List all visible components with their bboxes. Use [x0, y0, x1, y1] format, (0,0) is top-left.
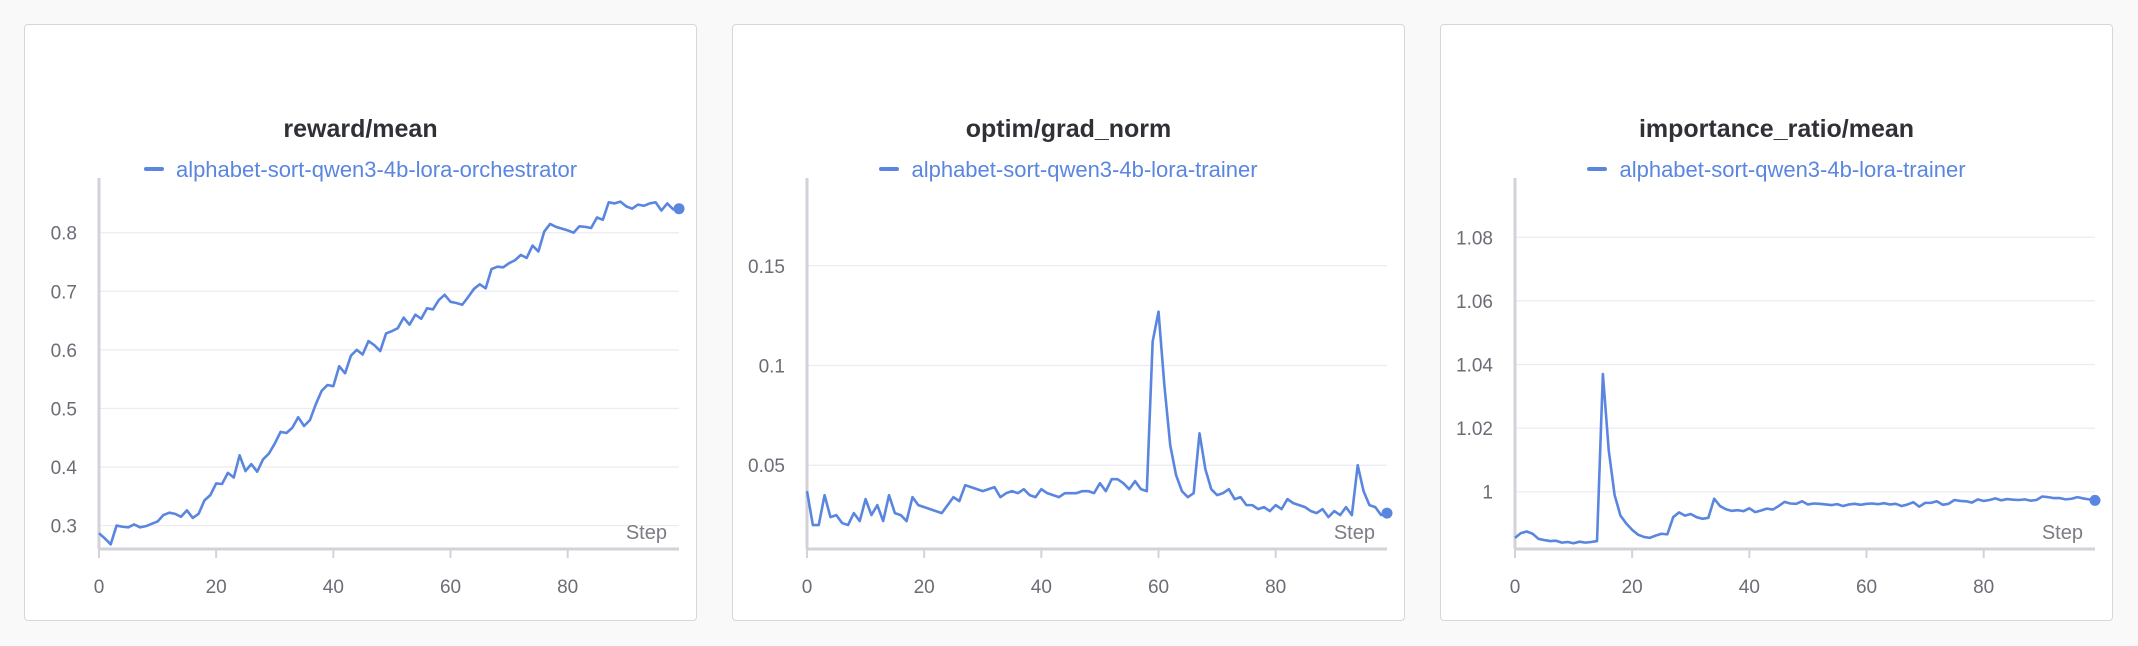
chart-legend[interactable]: alphabet-sort-qwen3-4b-lora-orchestrator — [25, 157, 696, 183]
x-tick-label: 40 — [1739, 577, 1760, 598]
x-tick-label: 20 — [1622, 577, 1643, 598]
chart-legend[interactable]: alphabet-sort-qwen3-4b-lora-trainer — [733, 157, 1404, 183]
x-tick-label: 80 — [1973, 577, 1994, 598]
y-tick-label: 0.05 — [748, 456, 785, 477]
series-line — [805, 310, 1388, 527]
y-tick-label: 0.8 — [51, 224, 77, 245]
legend-label: alphabet-sort-qwen3-4b-lora-orchestrator — [175, 157, 578, 182]
y-tick-label: 0.6 — [51, 341, 77, 362]
series-line — [98, 200, 680, 546]
y-tick-label: 0.5 — [51, 399, 77, 420]
series-line — [1514, 372, 2096, 545]
chart-plot[interactable]: 0.3 0.4 0.5 0.6 0.7 0.8 0 20 40 60 80 Step — [25, 25, 697, 621]
legend-swatch — [1587, 167, 1608, 172]
chart-panel-importance-ratio: importance_ratio/mean alphabet-sort-qwen… — [1440, 24, 2113, 621]
x-tick-label: 60 — [1856, 577, 1877, 598]
series-raw-line — [98, 200, 680, 546]
x-tick-label: 0 — [1510, 577, 1521, 598]
x-axis-label: Step — [626, 522, 667, 544]
x-tick-label: 80 — [557, 577, 578, 598]
chart-plot[interactable]: 0.05 0.1 0.15 0 20 40 60 80 Step — [733, 25, 1405, 621]
series-raw-line — [806, 310, 1388, 527]
y-tick-label: 1.04 — [1456, 356, 1493, 377]
y-tick-label: 0.7 — [51, 282, 77, 303]
x-axis-label: Step — [1334, 522, 1375, 544]
y-tick-label: 1.08 — [1456, 228, 1493, 249]
legend-swatch — [143, 167, 164, 172]
chart-legend[interactable]: alphabet-sort-qwen3-4b-lora-trainer — [1441, 157, 2112, 183]
chart-panel-reward-mean: reward/mean alphabet-sort-qwen3-4b-lora-… — [24, 24, 697, 621]
chart-title: optim/grad_norm — [965, 115, 1172, 143]
y-tick-label: 0.1 — [759, 356, 785, 377]
y-tick-label: 0.4 — [51, 458, 78, 479]
y-tick-label: 1.02 — [1456, 419, 1493, 440]
legend-label: alphabet-sort-qwen3-4b-lora-trainer — [911, 157, 1258, 182]
chart-title: reward/mean — [283, 115, 438, 143]
chart-title: importance_ratio/mean — [1638, 115, 1915, 143]
legend-swatch — [879, 167, 900, 172]
x-tick-label: 80 — [1265, 577, 1286, 598]
y-tick-label: 1 — [1482, 483, 1493, 504]
x-tick-label: 20 — [206, 577, 227, 598]
x-tick-label: 40 — [323, 577, 344, 598]
x-tick-label: 60 — [1148, 577, 1169, 598]
chart-plot[interactable]: 1 1.02 1.04 1.06 1.08 0 20 40 60 80 Step — [1441, 25, 2113, 621]
y-tick-label: 0.15 — [748, 257, 785, 278]
x-tick-label: 40 — [1031, 577, 1052, 598]
x-tick-label: 20 — [914, 577, 935, 598]
y-tick-label: 0.3 — [51, 517, 77, 538]
series-endpoint — [673, 203, 685, 215]
y-tick-label: 1.06 — [1456, 292, 1493, 313]
chart-panel-grad-norm: optim/grad_norm alphabet-sort-qwen3-4b-l… — [732, 24, 1405, 621]
legend-label: alphabet-sort-qwen3-4b-lora-trainer — [1619, 157, 1966, 182]
x-axis-label: Step — [2042, 522, 2083, 544]
series-endpoint — [2089, 494, 2101, 506]
x-tick-label: 0 — [802, 577, 813, 598]
series-endpoint — [1381, 507, 1393, 519]
x-tick-label: 60 — [440, 577, 461, 598]
x-tick-label: 0 — [94, 577, 105, 598]
